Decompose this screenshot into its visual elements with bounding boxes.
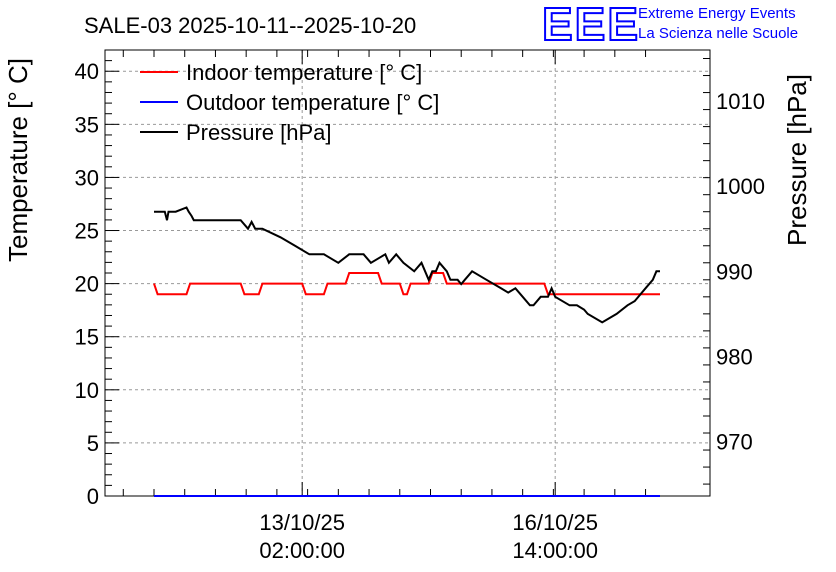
x-tick-label: 16/10/25 <box>512 510 598 535</box>
x-tick-label: 13/10/25 <box>259 510 345 535</box>
grid <box>105 50 710 496</box>
y2-axis-title: Pressure [hPa] <box>782 74 812 246</box>
x-tick-label: 14:00:00 <box>512 538 598 563</box>
logo: EEE Extreme Energy Events La Scienza nel… <box>541 0 798 51</box>
axes <box>104 49 711 497</box>
y-tick-label: 30 <box>75 165 99 190</box>
legend-label-pressure: Pressure [hPa] <box>186 120 332 145</box>
y-tick-label: 20 <box>75 272 99 297</box>
y2-tick-label: 980 <box>716 344 753 369</box>
y-tick-label: 25 <box>75 219 99 244</box>
y-tick-label: 10 <box>75 378 99 403</box>
y-axis-title: Temperature [° C] <box>3 58 33 262</box>
y-tick-label: 35 <box>75 112 99 137</box>
legend: Indoor temperature [° C] Outdoor tempera… <box>140 60 439 145</box>
legend-label-indoor: Indoor temperature [° C] <box>186 60 422 85</box>
y2-tick-label: 970 <box>716 430 753 455</box>
chart-title: SALE-03 2025-10-11--2025-10-20 <box>84 13 416 38</box>
y-tick-label: 0 <box>87 484 99 509</box>
y2-tick-label: 990 <box>716 259 753 284</box>
y-tick-label: 15 <box>75 325 99 350</box>
x-tick-label: 02:00:00 <box>259 538 345 563</box>
y2-tick-label: 1000 <box>716 174 765 199</box>
series-line-2 <box>154 206 660 324</box>
labels: 0 5 10 15 20 25 30 35 40 970 980 990 1000 1010 13/10/2… <box>75 59 765 563</box>
logo-line-1: Extreme Energy Events <box>638 5 796 22</box>
series-layer <box>153 206 660 497</box>
legend-label-outdoor: Outdoor temperature [° C] <box>186 90 439 115</box>
y2-tick-label: 1010 <box>716 89 765 114</box>
series-line-0 <box>153 272 660 296</box>
logo-line-2: La Scienza nelle Scuole <box>638 25 798 42</box>
y-tick-label: 40 <box>75 59 99 84</box>
logo-mark: EEE <box>542 0 640 50</box>
y-tick-label: 5 <box>87 431 99 456</box>
plot-frame <box>104 49 711 497</box>
